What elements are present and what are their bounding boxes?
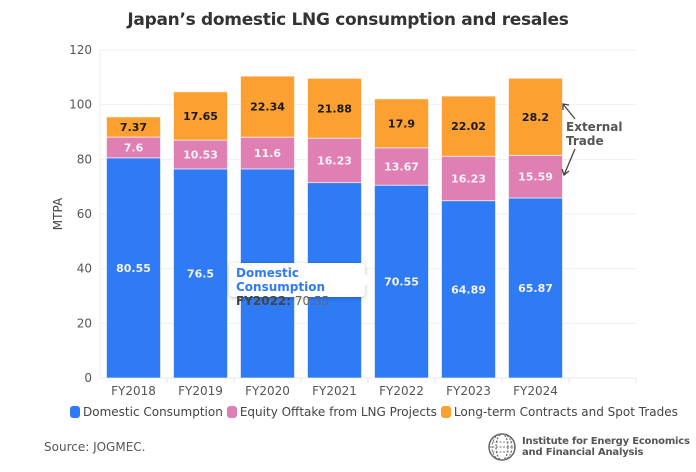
data-label: 80.55 — [116, 262, 151, 275]
tooltip-series: Domestic Consumption — [236, 266, 326, 294]
data-label: 70.55 — [384, 276, 419, 289]
bar-segment[interactable] — [508, 77, 563, 156]
legend-label: Equity Offtake from LNG Projects — [239, 405, 437, 419]
data-label: 10.53 — [183, 149, 218, 162]
logo-line-2: and Financial Analysis — [522, 447, 644, 458]
bar-segment[interactable] — [508, 197, 563, 379]
tooltip-value: 70.55 — [294, 294, 330, 308]
y-tick-label: 60 — [77, 207, 92, 221]
bar-segment[interactable] — [240, 136, 295, 170]
x-axis-ticks: FY2018 FY2019 FY2020 FY2021 FY2022 FY2023 FY20… — [111, 384, 558, 398]
y-tick-label: 120 — [69, 43, 92, 57]
data-label: 21.88 — [317, 102, 352, 115]
ieefa-logo: Institute for Energy Economics and Finan… — [487, 432, 690, 462]
bar-segment[interactable] — [307, 77, 362, 139]
bar-segment[interactable] — [441, 200, 496, 379]
data-label: 7.37 — [120, 121, 147, 134]
data-label: 64.89 — [451, 283, 486, 296]
x-tick-label: FY2022 — [379, 384, 424, 398]
bars — [106, 75, 563, 379]
bar-segment[interactable] — [374, 147, 429, 186]
y-tick-label: 100 — [69, 98, 92, 112]
legend-label: Domestic Consumption — [83, 405, 223, 419]
chart-svg: 0 20 40 60 80 100 120 80.55 7.6 7.37 76.5 10.53 17.… — [51, 43, 637, 398]
data-label: 7.6 — [124, 141, 144, 154]
legend-swatch-icon — [440, 406, 451, 418]
y-tick-label: 40 — [77, 262, 92, 276]
y-axis-ticks: 0 20 40 60 80 100 120 — [69, 43, 92, 385]
bar-segment[interactable] — [106, 116, 161, 138]
x-tick-label: FY2024 — [513, 384, 558, 398]
external-trade-annotation: External Trade — [561, 103, 622, 177]
bar-segment[interactable] — [240, 75, 295, 138]
legend-item-equity[interactable]: Equity Offtake from LNG Projects — [226, 405, 437, 419]
x-tick-label: FY2019 — [178, 384, 223, 398]
data-label: 11.6 — [254, 147, 281, 160]
arrow-down-icon — [561, 148, 576, 177]
arrow-up-icon — [562, 103, 576, 120]
data-labels: 80.55 7.6 7.37 76.5 10.53 17.65 11.6 22.34 16.23… — [116, 101, 553, 297]
data-label: 16.23 — [451, 172, 486, 185]
chart-title: Japan’s domestic LNG consumption and res… — [127, 10, 569, 30]
x-tick-label: FY2021 — [312, 384, 357, 398]
bar-segment[interactable] — [441, 95, 496, 157]
bar-segment[interactable] — [374, 184, 429, 379]
legend-swatch-icon — [226, 406, 237, 418]
legend: Domestic Consumption Equity Offtake from… — [70, 405, 682, 419]
x-tick-label: FY2020 — [245, 384, 290, 398]
logo-line-1: Institute for Energy Economics — [522, 436, 690, 447]
x-tick-label: FY2023 — [446, 384, 491, 398]
data-label: 28.2 — [522, 111, 549, 124]
data-label: 17.9 — [388, 117, 415, 130]
tooltip-value-line: FY2022: 70.55 — [236, 294, 358, 309]
bar-segment[interactable] — [173, 91, 228, 141]
bar-segment[interactable] — [173, 168, 228, 379]
data-label: 65.87 — [518, 282, 553, 295]
legend-swatch-icon — [70, 406, 80, 418]
bar-segment[interactable] — [374, 98, 429, 149]
annotation-line-1: External — [566, 120, 622, 134]
bar-segment[interactable] — [173, 139, 228, 170]
data-label: 76.5 — [187, 267, 214, 280]
data-label: 16.23 — [317, 154, 352, 167]
x-tick-label: FY2018 — [111, 384, 156, 398]
annotation-line-2: Trade — [566, 134, 604, 148]
data-label: 13.67 — [384, 160, 419, 173]
legend-label: Long-term Contracts and Spot Trades — [453, 405, 678, 419]
y-axis-label: MTPA — [51, 197, 65, 230]
data-label: 15.59 — [518, 171, 553, 184]
data-label: 22.02 — [451, 120, 486, 133]
bar-segment[interactable] — [106, 157, 161, 379]
legend-item-longterm[interactable]: Long-term Contracts and Spot Trades — [440, 405, 678, 419]
y-tick-label: 0 — [84, 371, 92, 385]
y-tick-label: 20 — [77, 316, 92, 330]
data-label: 17.65 — [183, 110, 218, 123]
bar-segment[interactable] — [441, 155, 496, 202]
source-note: Source: JOGMEC. — [44, 440, 146, 454]
y-tick-label: 80 — [77, 152, 92, 166]
data-label: 22.34 — [250, 101, 285, 114]
legend-item-domestic[interactable]: Domestic Consumption — [70, 405, 223, 419]
globe-icon — [488, 433, 516, 461]
tooltip-category: FY2022: — [236, 294, 292, 308]
tooltip: Domestic Consumption FY2022: 70.55 — [229, 263, 371, 308]
